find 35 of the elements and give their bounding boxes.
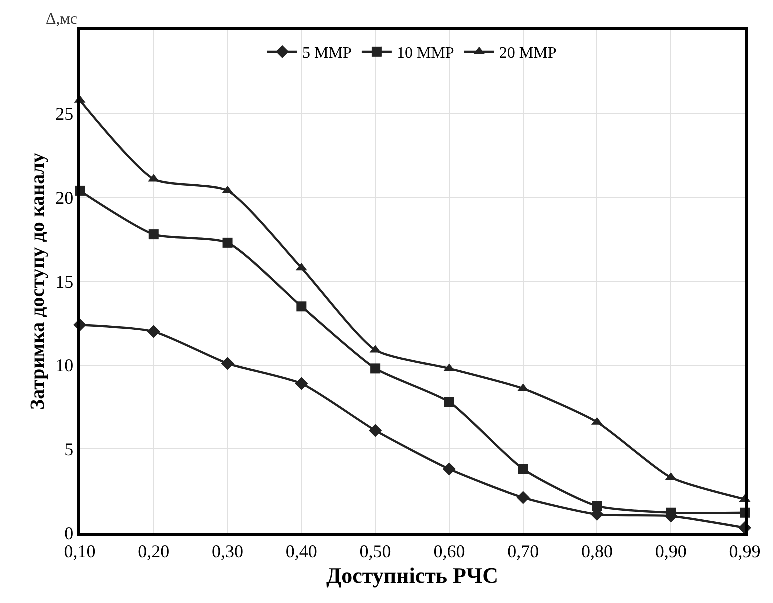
text: Δ,мс bbox=[46, 11, 78, 28]
x-tick-label: 0,20 bbox=[138, 541, 170, 562]
point bbox=[444, 397, 454, 408]
x-tick-label: 0,99 bbox=[729, 541, 761, 562]
point bbox=[369, 424, 382, 438]
legend-label: 20 MMP bbox=[499, 45, 557, 62]
x-tick-label: 0,90 bbox=[655, 541, 687, 562]
x-tick-label: 0,80 bbox=[581, 541, 613, 562]
y-tick-label: 20 bbox=[56, 188, 74, 208]
x-tick-label: 0,40 bbox=[286, 541, 318, 562]
point bbox=[592, 501, 602, 512]
point bbox=[516, 491, 530, 504]
point bbox=[518, 464, 528, 474]
point bbox=[222, 238, 233, 248]
legend-label: 5 MMP bbox=[302, 45, 352, 62]
point bbox=[295, 377, 308, 390]
point bbox=[370, 364, 381, 374]
legend-label: 10 MMP bbox=[396, 45, 454, 62]
point bbox=[442, 462, 456, 476]
point bbox=[147, 325, 160, 338]
x-tick-label: 0,50 bbox=[360, 541, 392, 562]
x-tick-label: 0,60 bbox=[434, 541, 466, 562]
y-tick-label: 15 bbox=[56, 272, 74, 292]
y-axis-title: Затримка доступу до каналу bbox=[27, 153, 50, 410]
x-tick-label: 0,10 bbox=[64, 541, 96, 562]
x-tick-label: 0,70 bbox=[508, 541, 540, 562]
point bbox=[296, 302, 307, 312]
y-tick-label: 10 bbox=[56, 356, 74, 376]
x-tick-label: 0,30 bbox=[212, 541, 244, 562]
y-tick-label: 5 bbox=[64, 439, 74, 460]
y-tick-label: 25 bbox=[56, 104, 74, 124]
point bbox=[221, 357, 234, 370]
x-axis-title: Доступність РЧС bbox=[326, 563, 499, 588]
point bbox=[148, 230, 159, 240]
y-tick-label: 0 bbox=[64, 523, 74, 544]
